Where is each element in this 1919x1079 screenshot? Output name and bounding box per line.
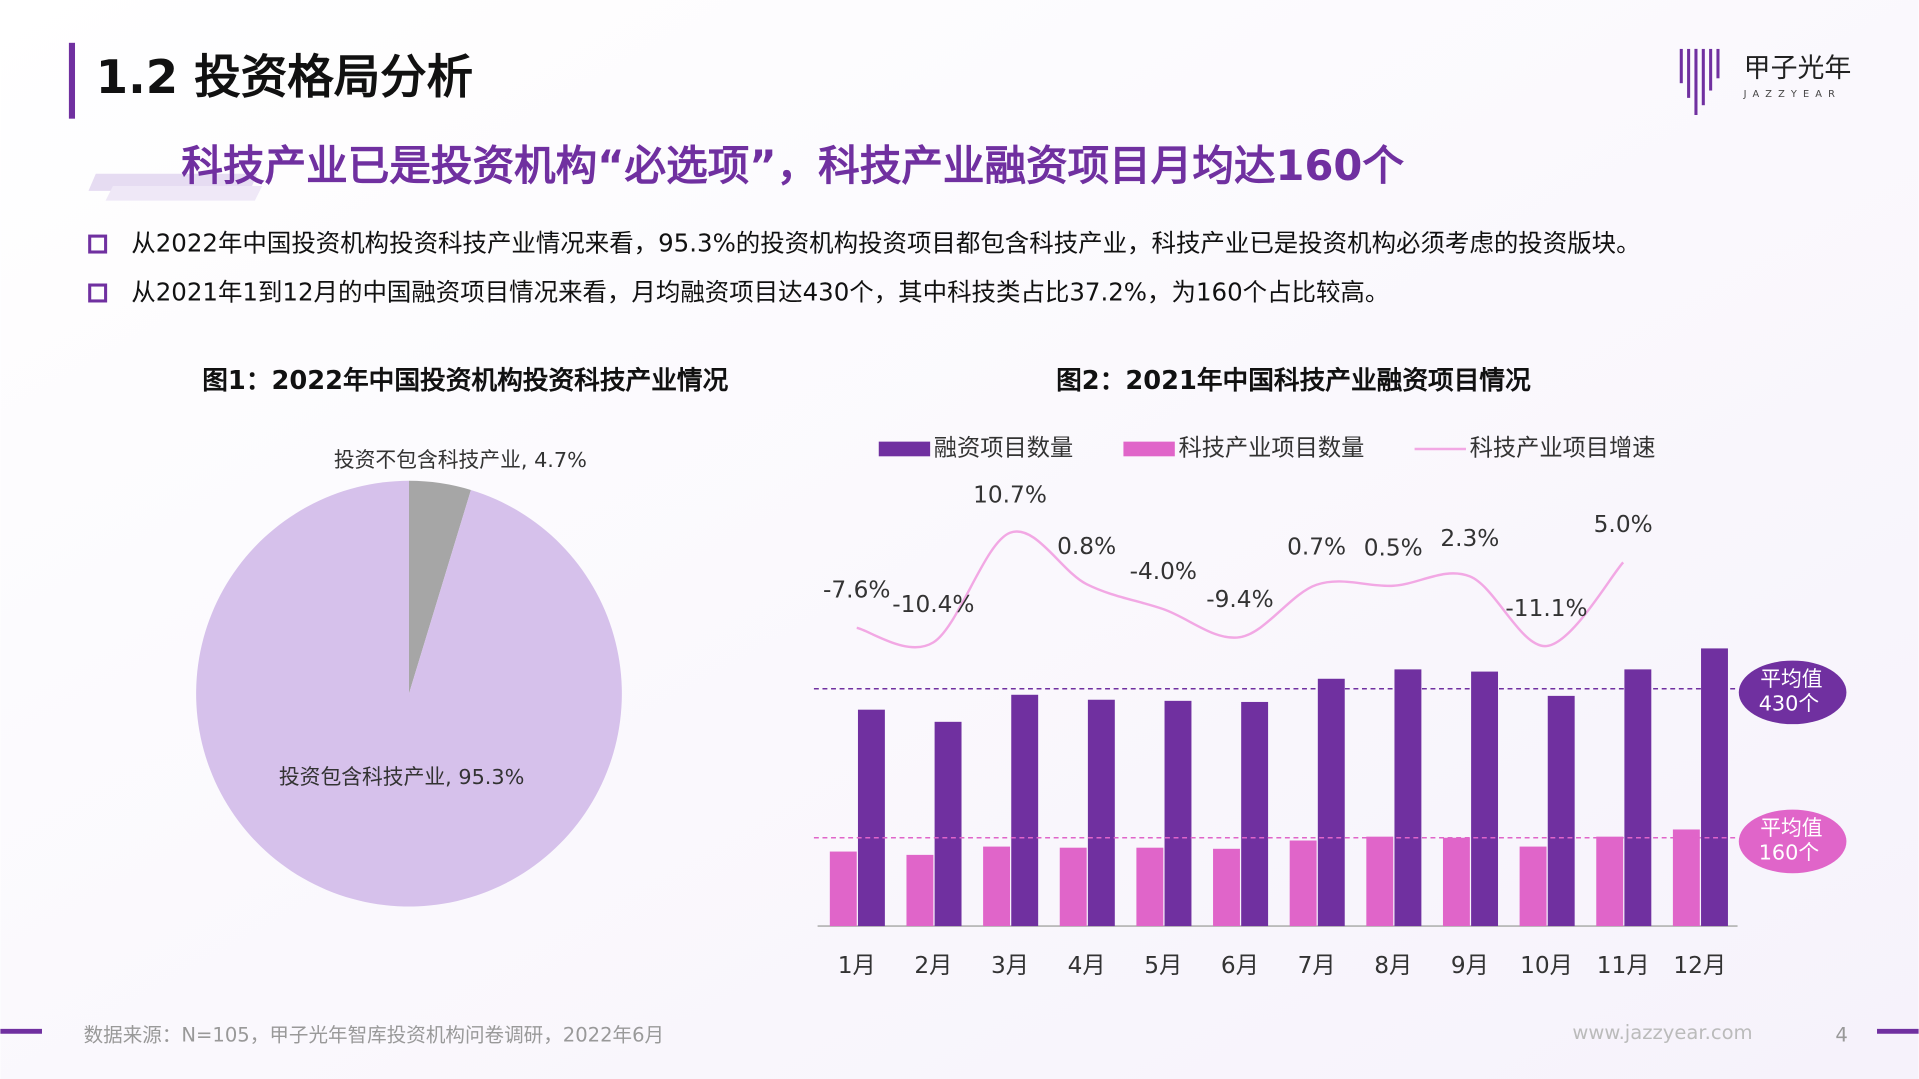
- decor: [105, 185, 263, 201]
- reference-value: 160个: [1759, 841, 1820, 865]
- source-note: 数据来源：N=105，甲子光年智库投资机构问卷调研，2022年6月: [84, 1024, 665, 1047]
- legend-swatch: [1123, 441, 1175, 457]
- x-tick-label: 1月: [838, 952, 876, 979]
- line: [856, 530, 1625, 649]
- logo-sub: JAZZYEAR: [1743, 89, 1841, 100]
- title-bar: [68, 42, 76, 119]
- chart-title: 图1：2022年中国投资机构投资科技产业情况: [202, 365, 728, 396]
- bar: [1547, 695, 1575, 927]
- bar: [1059, 847, 1087, 927]
- data-label: 投资包含科技产业, 95.3%: [279, 765, 524, 789]
- bar: [1394, 669, 1422, 927]
- logo-mark: [1679, 48, 1720, 115]
- data-label: 0.7%: [1287, 534, 1346, 561]
- reference-label: 平均值: [1760, 816, 1822, 840]
- bar: [1672, 829, 1700, 927]
- bar: [829, 851, 857, 927]
- pie-slice: [196, 480, 622, 907]
- bullet-icon: [88, 234, 108, 254]
- reference-value: 430个: [1759, 692, 1820, 716]
- bar: [1442, 837, 1470, 927]
- data-label: 投资不包含科技产业, 4.7%: [334, 448, 587, 472]
- x-tick-label: 10月: [1520, 952, 1573, 979]
- data-label: 10.7%: [973, 482, 1047, 509]
- x-tick-label: 4月: [1068, 952, 1106, 979]
- bar: [934, 721, 962, 927]
- bar: [1701, 648, 1728, 927]
- bar: [1596, 836, 1624, 927]
- x-tick-label: 12月: [1673, 952, 1726, 979]
- legend-label: 融资项目数量: [934, 434, 1073, 461]
- bullet-text: 从2021年1到12月的中国融资项目情况来看，月均融资项目达430个，其中科技类…: [131, 278, 1389, 307]
- bar: [1136, 847, 1164, 927]
- data-label: -10.4%: [892, 591, 974, 618]
- chart-title: 图2：2021年中国科技产业融资项目情况: [1056, 365, 1531, 396]
- logo-text: 甲子光年: [1744, 53, 1852, 84]
- footer-url: www.jazzyear.com: [1572, 1021, 1752, 1044]
- legend-swatch: [878, 441, 931, 457]
- legend-label: 科技产业项目增速: [1470, 434, 1656, 461]
- bar: [857, 709, 885, 927]
- bar: [1471, 671, 1499, 927]
- x-tick-label: 2月: [914, 952, 952, 979]
- bar: [983, 846, 1011, 927]
- reference-badge: [1738, 809, 1847, 874]
- x-tick-label: 11月: [1597, 952, 1650, 979]
- x-tick-label: 6月: [1221, 952, 1259, 979]
- bullet-icon: [88, 283, 108, 303]
- bullet-text: 从2022年中国投资机构投资科技产业情况来看，95.3%的投资机构投资项目都包含…: [131, 229, 1640, 258]
- x-tick-label: 3月: [991, 952, 1029, 979]
- bar: [1519, 846, 1547, 927]
- data-label: 0.8%: [1057, 533, 1116, 560]
- subtitle: 科技产业已是投资机构“必选项”，科技产业融资项目月均达160个: [181, 141, 1404, 190]
- bar: [1289, 840, 1317, 927]
- x-tick-label: 9月: [1451, 952, 1489, 979]
- legend-label: 科技产业项目数量: [1178, 434, 1364, 461]
- data-label: 2.3%: [1440, 525, 1499, 552]
- reference-badge: [1738, 660, 1847, 725]
- data-label: -11.1%: [1505, 595, 1587, 622]
- bar: [1317, 678, 1345, 927]
- data-label: 5.0%: [1594, 511, 1653, 538]
- bar: [1011, 694, 1039, 927]
- x-tick-label: 7月: [1298, 952, 1336, 979]
- data-label: -9.4%: [1206, 586, 1273, 613]
- page-title: 1.2 投资格局分析: [96, 50, 473, 104]
- data-label: 0.5%: [1364, 535, 1423, 562]
- bar: [906, 854, 934, 927]
- data-label: -4.0%: [1130, 558, 1197, 585]
- bar: [1366, 836, 1394, 927]
- bar: [1213, 848, 1240, 927]
- data-label: -7.6%: [823, 577, 890, 604]
- pie-slice: [408, 480, 471, 694]
- bar: [1087, 699, 1115, 927]
- bar: [1624, 669, 1652, 927]
- bar: [1164, 700, 1192, 927]
- x-tick-label: 5月: [1144, 952, 1182, 979]
- page-number: 4: [1835, 1024, 1847, 1047]
- bar: [1241, 701, 1269, 927]
- reference-label: 平均值: [1760, 667, 1822, 691]
- x-tick-label: 8月: [1374, 952, 1412, 979]
